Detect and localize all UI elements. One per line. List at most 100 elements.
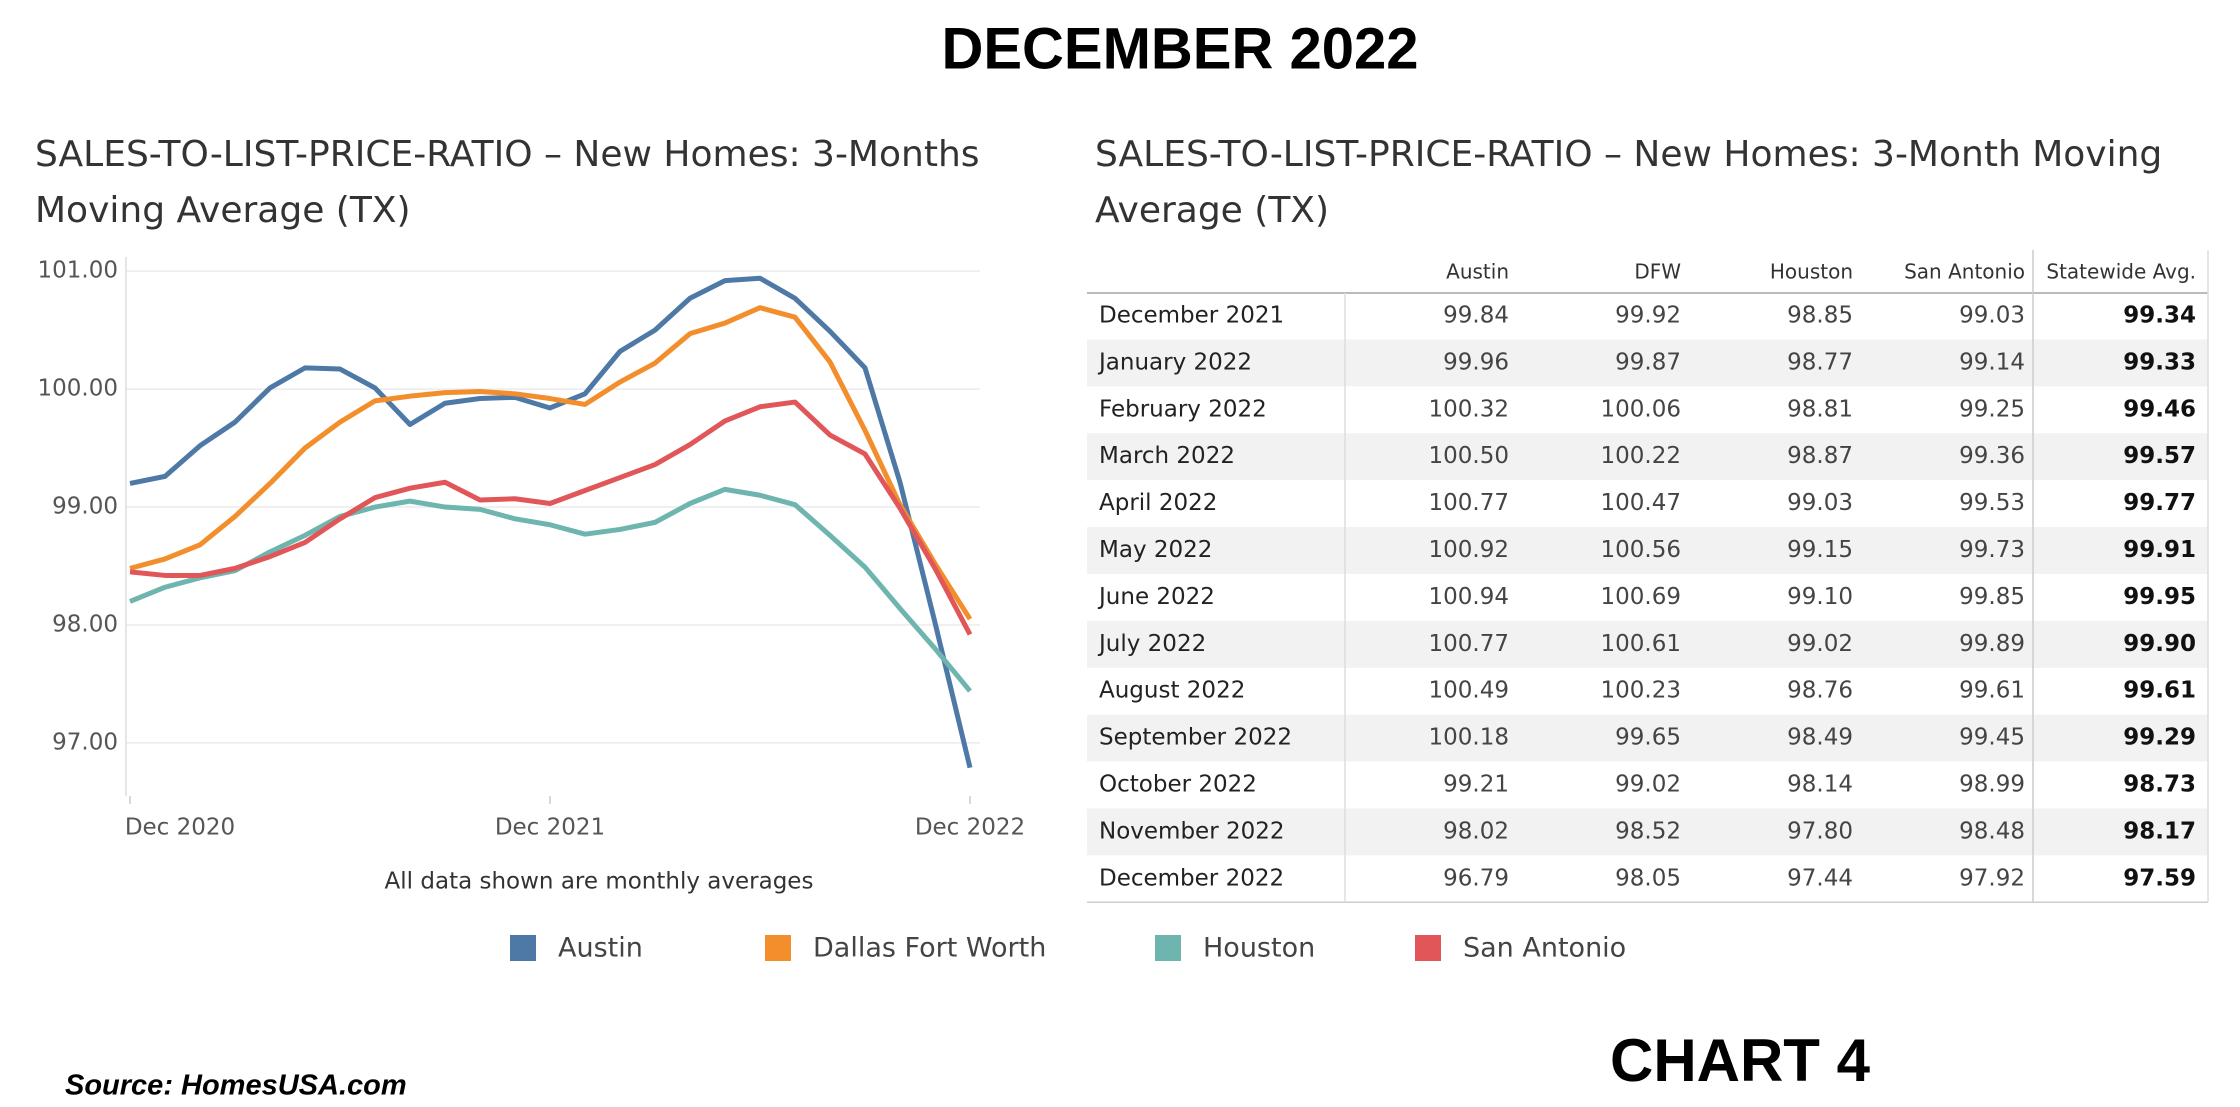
x-tick-label: Dec 2021 xyxy=(495,815,605,841)
cell: 98.87 xyxy=(1787,443,1853,469)
cell: 99.90 xyxy=(2123,631,2196,657)
row-label: August 2022 xyxy=(1099,678,1245,704)
cell: 100.49 xyxy=(1429,678,1509,704)
column-header: Statewide Avg. xyxy=(2046,260,2196,284)
row-label: October 2022 xyxy=(1099,772,1257,798)
legend-swatch xyxy=(510,935,536,961)
cell: 99.53 xyxy=(1959,490,2025,516)
cell: 99.73 xyxy=(1959,537,2025,563)
cell: 98.85 xyxy=(1787,303,1853,329)
cell: 99.57 xyxy=(2123,443,2196,469)
cell: 99.10 xyxy=(1787,584,1853,610)
cell: 100.06 xyxy=(1601,396,1681,422)
cell: 98.52 xyxy=(1615,818,1681,844)
legend-swatch xyxy=(1155,935,1181,961)
cell: 99.33 xyxy=(2123,349,2196,375)
cell: 100.50 xyxy=(1429,443,1509,469)
row-band xyxy=(1087,339,2208,387)
cell: 98.76 xyxy=(1787,678,1853,704)
x-tick-label: Dec 2022 xyxy=(915,815,1025,841)
cell: 99.92 xyxy=(1615,303,1681,329)
legend-label: Dallas Fort Worth xyxy=(813,933,1046,964)
cell: 99.03 xyxy=(1959,303,2025,329)
cell: 98.77 xyxy=(1787,349,1853,375)
cell: 99.65 xyxy=(1615,725,1681,751)
row-band xyxy=(1087,527,2208,574)
cell: 97.92 xyxy=(1959,865,2025,891)
column-header: Houston xyxy=(1770,260,1853,284)
cell: 98.73 xyxy=(2123,772,2196,798)
legend-label: Austin xyxy=(558,933,643,964)
cell: 99.03 xyxy=(1787,490,1853,516)
row-label: May 2022 xyxy=(1099,537,1212,563)
row-band xyxy=(1087,620,2208,668)
cell: 99.85 xyxy=(1959,584,2025,610)
row-label: December 2022 xyxy=(1099,865,1284,891)
cell: 99.02 xyxy=(1787,631,1853,657)
series-line xyxy=(129,305,973,621)
row-label: June 2022 xyxy=(1097,584,1215,610)
row-label: November 2022 xyxy=(1099,818,1285,844)
cell: 99.61 xyxy=(2123,678,2196,704)
cell: 99.29 xyxy=(2123,725,2196,751)
cell: 99.95 xyxy=(2123,584,2196,610)
row-label: December 2021 xyxy=(1099,303,1284,329)
cell: 99.77 xyxy=(2123,490,2196,516)
cell: 100.94 xyxy=(1429,584,1509,610)
cell: 99.87 xyxy=(1615,349,1681,375)
column-header: San Antonio xyxy=(1904,260,2025,284)
row-label: February 2022 xyxy=(1099,396,1267,422)
cell: 99.34 xyxy=(2123,303,2196,329)
row-label: March 2022 xyxy=(1099,443,1235,469)
y-tick-label: 97.00 xyxy=(52,729,118,755)
page-title: DECEMBER 2022 xyxy=(941,16,1418,81)
cell: 98.17 xyxy=(2123,818,2196,844)
cell: 99.14 xyxy=(1959,349,2025,375)
cell: 98.81 xyxy=(1787,396,1853,422)
row-label: July 2022 xyxy=(1097,631,1206,657)
y-tick-label: 101.00 xyxy=(38,258,118,284)
cell: 99.91 xyxy=(2123,537,2196,563)
column-header: DFW xyxy=(1634,260,1681,284)
cell: 99.25 xyxy=(1959,396,2025,422)
row-label: September 2022 xyxy=(1099,725,1292,751)
x-tick-label: Dec 2020 xyxy=(125,815,235,841)
source: Source: HomesUSA.com xyxy=(65,1070,407,1102)
cell: 99.15 xyxy=(1787,537,1853,563)
cell: 99.84 xyxy=(1443,303,1509,329)
cell: 97.44 xyxy=(1787,865,1853,891)
legend-label: San Antonio xyxy=(1463,933,1626,964)
chart-title: SALES-TO-LIST-PRICE-RATIO – New Homes: 3… xyxy=(35,134,980,231)
legend-label: Houston xyxy=(1203,933,1315,964)
cell: 99.46 xyxy=(2123,396,2196,422)
cell: 100.22 xyxy=(1601,443,1681,469)
cell: 99.89 xyxy=(1959,631,2025,657)
row-band xyxy=(1087,433,2208,481)
cell: 98.05 xyxy=(1615,865,1681,891)
legend-swatch xyxy=(765,935,791,961)
cell: 99.21 xyxy=(1443,772,1509,798)
cell: 97.80 xyxy=(1787,818,1853,844)
cell: 98.48 xyxy=(1959,818,2025,844)
series-line xyxy=(129,275,973,769)
cell: 100.92 xyxy=(1429,537,1509,563)
chart-label: CHART 4 xyxy=(1610,1027,1871,1094)
y-tick-label: 98.00 xyxy=(52,611,118,637)
row-band xyxy=(1087,808,2208,856)
cell: 96.79 xyxy=(1443,865,1509,891)
cell: 98.49 xyxy=(1787,725,1853,751)
series-line xyxy=(129,399,973,636)
cell: 100.47 xyxy=(1601,490,1681,516)
cell: 99.96 xyxy=(1443,349,1509,375)
cell: 100.32 xyxy=(1429,396,1509,422)
chart-note: All data shown are monthly averages xyxy=(385,869,814,895)
y-tick-label: 100.00 xyxy=(38,376,118,402)
cell: 100.61 xyxy=(1601,631,1681,657)
cell: 97.59 xyxy=(2123,865,2196,891)
cell: 98.14 xyxy=(1787,772,1853,798)
cell: 100.69 xyxy=(1601,584,1681,610)
cell: 98.02 xyxy=(1443,818,1509,844)
cell: 99.61 xyxy=(1959,678,2025,704)
